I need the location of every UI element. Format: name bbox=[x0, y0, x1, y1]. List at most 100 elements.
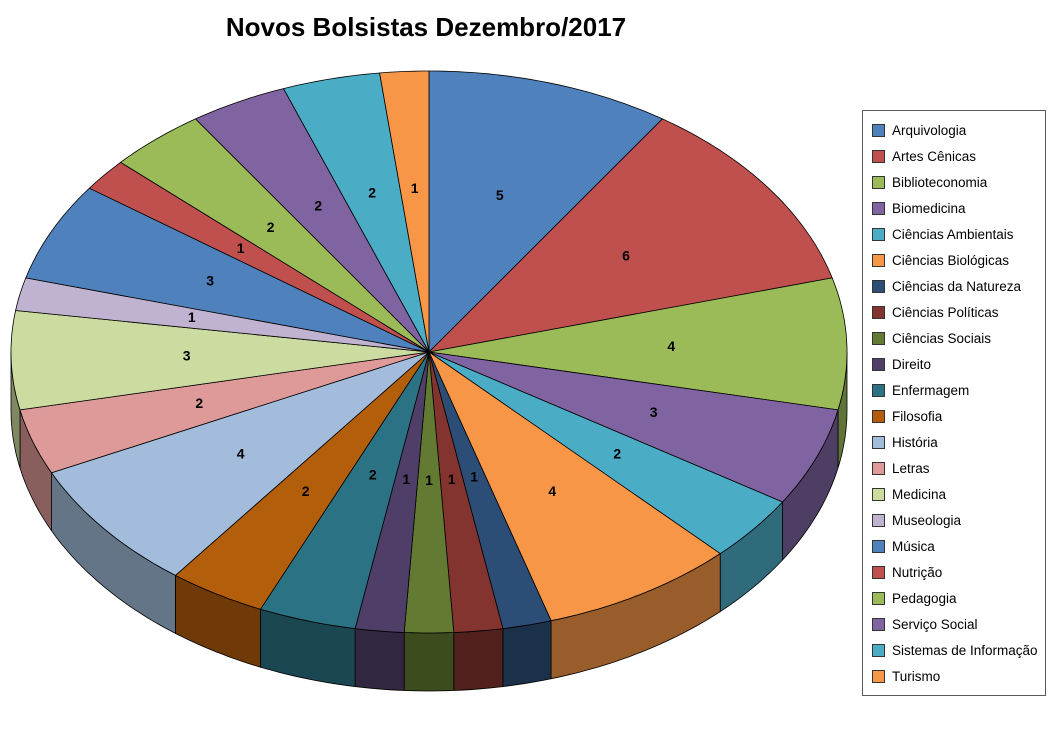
legend-label: Museologia bbox=[892, 512, 962, 528]
legend-item[interactable]: Letras bbox=[863, 455, 1045, 481]
pie-slice[interactable]: Biomedicina: 3 bbox=[428, 351, 839, 503]
pie-value-label: 5 bbox=[496, 187, 504, 203]
pie-slice[interactable]: Turismo: 1 bbox=[379, 70, 430, 353]
legend-item[interactable]: Turismo bbox=[863, 663, 1045, 689]
pie-value-label: 2 bbox=[267, 219, 275, 235]
pie-value-label: 2 bbox=[195, 395, 203, 411]
legend-label: Artes Cênicas bbox=[892, 148, 977, 164]
legend-label: Ciências da Natureza bbox=[892, 278, 1022, 294]
legend-swatch bbox=[872, 669, 885, 683]
legend-label: Música bbox=[892, 538, 935, 554]
legend-swatch bbox=[872, 409, 885, 423]
legend-item[interactable]: Serviço Social bbox=[863, 611, 1045, 637]
pie-value-label: 1 bbox=[470, 468, 478, 484]
legend-swatch bbox=[872, 149, 885, 163]
pie-slice[interactable]: História: 4 bbox=[51, 351, 430, 576]
pie-slice-side bbox=[502, 620, 552, 687]
legend-item[interactable]: Arquivologia bbox=[863, 117, 1045, 143]
legend-swatch bbox=[872, 383, 885, 397]
pie-slice[interactable]: Pedagogia: 2 bbox=[120, 118, 430, 353]
legend-swatch bbox=[872, 227, 885, 241]
legend-swatch bbox=[872, 357, 885, 371]
pie-slice[interactable]: Enfermagem: 2 bbox=[260, 351, 430, 629]
pie-value-label: 2 bbox=[368, 184, 376, 200]
pie-value-label: 3 bbox=[650, 404, 658, 420]
legend-item[interactable]: Biomedicina bbox=[863, 195, 1045, 221]
pie-slice[interactable]: Ciências da Natureza: 1 bbox=[428, 351, 552, 629]
legend-swatch bbox=[872, 331, 885, 345]
legend-item[interactable]: Museologia bbox=[863, 507, 1045, 533]
legend-swatch bbox=[872, 513, 885, 527]
legend-item[interactable]: Música bbox=[863, 533, 1045, 559]
legend-swatch bbox=[872, 435, 885, 449]
legend-item[interactable]: Medicina bbox=[863, 481, 1045, 507]
legend-label: Turismo bbox=[892, 668, 941, 684]
legend: Arquivologia Artes Cênicas Biblioteconomia… bbox=[862, 110, 1046, 696]
legend-item[interactable]: Ciências Ambientais bbox=[863, 221, 1045, 247]
pie-slice[interactable]: Artes Cênicas: 6 bbox=[428, 118, 833, 353]
pie-value-label: 1 bbox=[188, 309, 196, 325]
legend-item[interactable]: Enfermagem bbox=[863, 377, 1045, 403]
legend-label: Ciências Biológicas bbox=[892, 252, 1010, 268]
legend-swatch bbox=[872, 123, 885, 137]
pie-value-label: 1 bbox=[448, 471, 456, 487]
legend-item[interactable]: Ciências Políticas bbox=[863, 299, 1045, 325]
legend-item[interactable]: Ciências Biológicas bbox=[863, 247, 1045, 273]
pie-slice[interactable]: Música: 3 bbox=[25, 187, 430, 353]
pie-slice[interactable]: Nutrição: 1 bbox=[89, 161, 430, 353]
legend-item[interactable]: Filosofia bbox=[863, 403, 1045, 429]
pie-slice[interactable]: Ciências Sociais: 1 bbox=[403, 351, 455, 634]
legend-swatch bbox=[872, 539, 885, 553]
legend-item[interactable]: Direito bbox=[863, 351, 1045, 377]
legend-label: Pedagogia bbox=[892, 590, 957, 606]
chart-title: Novos Bolsistas Dezembro/2017 bbox=[225, 12, 627, 42]
legend-swatch bbox=[872, 565, 885, 579]
legend-item[interactable]: Ciências da Natureza bbox=[863, 273, 1045, 299]
pie-value-label: 1 bbox=[402, 471, 410, 487]
legend-item[interactable]: Pedagogia bbox=[863, 585, 1045, 611]
pie-slice[interactable]: Ciências Ambientais: 2 bbox=[428, 351, 783, 554]
legend-swatch bbox=[872, 305, 885, 319]
legend-label: Ciências Políticas bbox=[892, 304, 999, 320]
pie-value-label: 4 bbox=[548, 483, 556, 499]
pie-value-label: 1 bbox=[237, 240, 245, 256]
pie-slice[interactable]: Ciências Biológicas: 4 bbox=[428, 351, 721, 622]
legend-swatch bbox=[872, 617, 885, 631]
pie-slice[interactable]: Museologia: 1 bbox=[15, 277, 430, 353]
pie-slice[interactable]: Medicina: 3 bbox=[10, 310, 430, 411]
legend-label: Filosofia bbox=[892, 408, 943, 424]
legend-label: Sistemas de Informação bbox=[892, 642, 1038, 658]
legend-label: Enfermagem bbox=[892, 382, 970, 398]
pie-slice[interactable]: Sistemas de Informação: 2 bbox=[283, 72, 430, 353]
legend-item[interactable]: Nutrição bbox=[863, 559, 1045, 585]
pie-slice[interactable]: Serviço Social: 2 bbox=[195, 88, 430, 353]
pie-slice-side bbox=[453, 628, 504, 691]
pie-value-label: 2 bbox=[314, 198, 322, 214]
pie-value-label: 6 bbox=[622, 248, 630, 264]
pie-slice-side bbox=[403, 632, 455, 692]
legend-item[interactable]: Sistemas de Informação bbox=[863, 637, 1045, 663]
pie-slice[interactable]: Ciências Políticas: 1 bbox=[428, 351, 504, 633]
pie-value-label: 4 bbox=[237, 445, 245, 461]
legend-label: Biomedicina bbox=[892, 200, 966, 216]
legend-item[interactable]: Biblioteconomia bbox=[863, 169, 1045, 195]
legend-swatch bbox=[872, 175, 885, 189]
legend-item[interactable]: História bbox=[863, 429, 1045, 455]
legend-swatch bbox=[872, 201, 885, 215]
legend-label: História bbox=[892, 434, 938, 450]
legend-swatch bbox=[872, 461, 885, 475]
pie-slice[interactable]: Letras: 2 bbox=[19, 351, 430, 474]
pie-slice[interactable]: Arquivologia: 5 bbox=[428, 70, 663, 353]
pie-value-label: 1 bbox=[411, 180, 419, 196]
pie-value-label: 2 bbox=[369, 466, 377, 482]
pie-slice-side bbox=[354, 628, 405, 691]
pie-value-label: 2 bbox=[302, 483, 310, 499]
legend-item[interactable]: Artes Cênicas bbox=[863, 143, 1045, 169]
legend-item[interactable]: Ciências Sociais bbox=[863, 325, 1045, 351]
legend-label: Serviço Social bbox=[892, 616, 978, 632]
pie-slice[interactable]: Filosofia: 2 bbox=[175, 351, 430, 610]
legend-label: Arquivologia bbox=[892, 122, 967, 138]
pie-value-label: 3 bbox=[206, 273, 214, 289]
pie-slice[interactable]: Biblioteconomia: 4 bbox=[428, 277, 848, 411]
